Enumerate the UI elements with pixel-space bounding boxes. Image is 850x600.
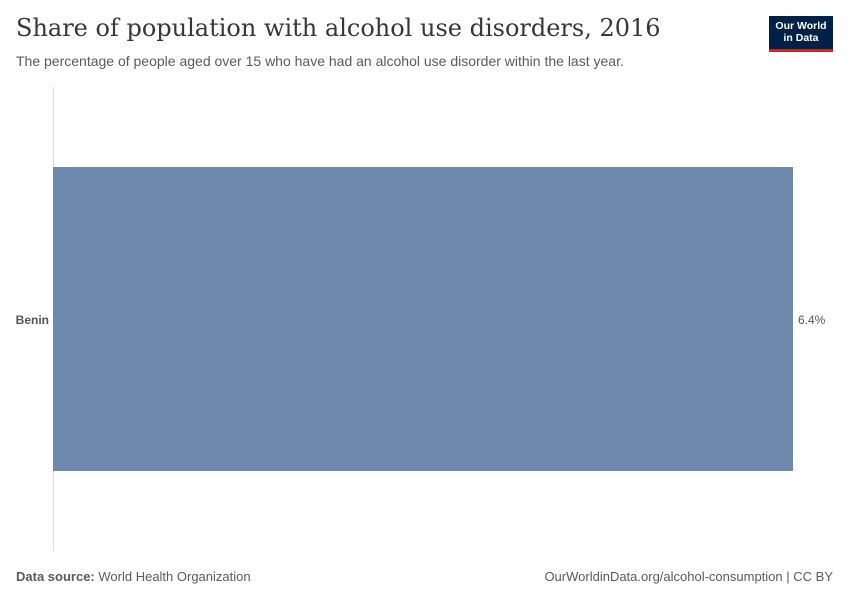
source-link[interactable]: OurWorldinData.org/alcohol-consumption — [544, 569, 783, 584]
data-source: Data source: World Health Organization — [16, 569, 251, 584]
category-label: Benin — [16, 313, 49, 327]
data-source-label: Data source: — [16, 569, 95, 584]
footer-separator: | — [782, 569, 794, 584]
chart-subtitle: The percentage of people aged over 15 wh… — [16, 53, 624, 69]
bar-benin[interactable] — [53, 167, 793, 471]
owid-logo[interactable]: Our World in Data — [769, 16, 833, 52]
data-source-value: World Health Organization — [98, 569, 251, 584]
logo-line-2: in Data — [783, 32, 819, 44]
footer-attribution: OurWorldinData.org/alcohol-consumption |… — [544, 569, 833, 584]
license-link[interactable]: CC BY — [793, 569, 833, 584]
chart-title: Share of population with alcohol use dis… — [16, 14, 661, 42]
value-label: 6.4% — [798, 313, 826, 327]
logo-line-1: Our World — [775, 20, 827, 32]
bars-layer: Benin 6.4% — [16, 167, 826, 471]
